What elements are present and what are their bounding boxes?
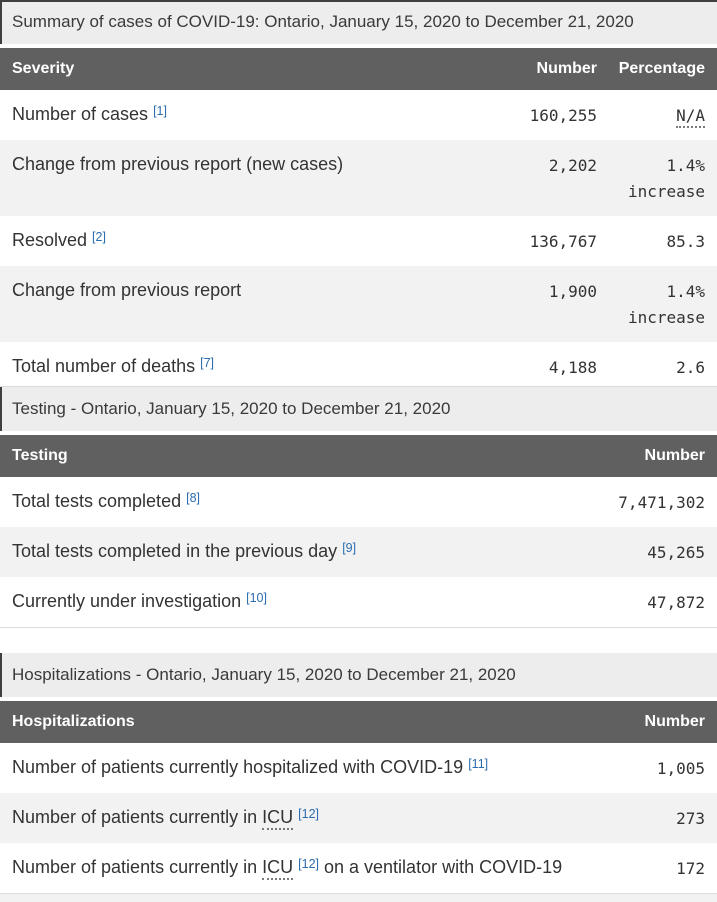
- table-row: Total tests completed in the previous da…: [0, 527, 717, 577]
- number-cell: 4,188: [548, 357, 597, 377]
- number-cell: 1,900: [548, 282, 597, 302]
- number-cell: 136,767: [529, 232, 597, 252]
- table-row: Change from previous report (new cases) 2…: [0, 140, 717, 217]
- footnote-link[interactable]: [11]: [468, 757, 489, 772]
- row-label-cell: Total tests completed in the previous da…: [0, 527, 613, 575]
- row-label-cell: Change from previous report (new cases): [0, 140, 477, 188]
- footnote-link[interactable]: [8]: [186, 491, 200, 506]
- label-text: Change from previous report (new cases): [12, 154, 344, 175]
- footnote-ref: [2]: [92, 230, 106, 244]
- row-label-cell: Number of patients currently in ICU [12]…: [0, 843, 613, 891]
- row-label-cell: Number of patients currently in ICU [12]: [0, 793, 613, 841]
- label-text: Change from previous report: [12, 280, 242, 301]
- abbreviation: N/A: [676, 106, 705, 129]
- table-caption: Summary of cases of COVID-19: Ontario, J…: [0, 0, 717, 45]
- column-header-percentage: Percentage: [618, 60, 705, 78]
- row-label-cell: Change from previous report: [0, 266, 477, 314]
- row-label-cell: Number of cases [1]: [0, 90, 477, 138]
- percentage-cell: 85.3: [597, 216, 717, 266]
- abbreviation: ICU: [262, 807, 294, 831]
- number-cell: 1,005: [656, 759, 705, 779]
- percentage-cell: 1.4% increase: [597, 140, 717, 216]
- table-hospitalizations: Hospitalizations - Ontario, January 15, …: [0, 652, 717, 894]
- label-text: Currently under investigation: [12, 590, 247, 611]
- table-row: Total number of deaths [7] 4,188 2.6: [0, 342, 717, 386]
- row-label-cell: Resolved [2]: [0, 216, 477, 264]
- number-cell: 45,265: [647, 543, 705, 563]
- column-header-severity: Severity: [12, 60, 75, 78]
- table-body: Total tests completed [8] 7,471,302 Total …: [0, 477, 717, 628]
- percentage-cell: N/A: [597, 90, 717, 140]
- row-label-cell: Total tests completed [8]: [0, 477, 613, 525]
- table-header-row: Testing Number: [0, 435, 717, 478]
- label-text: Total number of deaths: [12, 355, 201, 376]
- footnote-ref: [10]: [246, 591, 267, 605]
- footnote-link[interactable]: [1]: [153, 104, 167, 119]
- footnote-link[interactable]: [7]: [200, 355, 215, 370]
- number-cell: 7,471,302: [618, 493, 705, 513]
- label-text: Number of cases: [12, 104, 154, 125]
- footnote-link[interactable]: [2]: [92, 230, 106, 245]
- table-row: Number of patients currently hospitalize…: [0, 743, 717, 793]
- table-row: Resolved [2] 136,767 85.3: [0, 216, 717, 266]
- footnote-ref: [1]: [153, 104, 167, 118]
- number-cell: 273: [676, 809, 705, 829]
- table-header-row: Hospitalizations Number: [0, 701, 717, 744]
- label-text: Number of patients currently hospitalize…: [12, 757, 469, 778]
- footnote-link[interactable]: [12]: [298, 807, 319, 822]
- footnote-ref: [8]: [186, 491, 200, 505]
- footnote-ref: [11]: [468, 757, 488, 771]
- row-label-cell: Total number of deaths [7]: [0, 342, 477, 384]
- table-row: Total tests completed [8] 7,471,302: [0, 477, 717, 527]
- column-header-testing: Testing: [12, 447, 68, 465]
- abbreviation: ICU: [262, 857, 294, 881]
- footnote-link[interactable]: [12]: [298, 857, 319, 872]
- row-label-cell: Number of patients currently hospitalize…: [0, 743, 613, 791]
- footnote-ref: [7]: [200, 356, 214, 370]
- label-text: 85.3: [666, 232, 705, 252]
- table-testing: Testing - Ontario, January 15, 2020 to D…: [0, 386, 717, 628]
- percentage-cell: 1.4% increase: [597, 266, 717, 342]
- footnote-ref: [12]: [298, 807, 319, 821]
- row-label-cell: Currently under investigation [10]: [0, 577, 613, 625]
- table-body: Number of patients currently hospitalize…: [0, 743, 717, 894]
- footnote-link[interactable]: [10]: [246, 590, 267, 605]
- column-header-hospitalizations: Hospitalizations: [12, 713, 135, 731]
- label-text: Number of patients currently in: [12, 857, 263, 878]
- table-row: Currently under investigation [10] 47,872: [0, 577, 717, 627]
- footnote-ref: [9]: [342, 541, 356, 555]
- table-caption: Testing - Ontario, January 15, 2020 to D…: [0, 386, 717, 432]
- column-header-number: Number: [644, 713, 705, 731]
- number-cell: 172: [676, 859, 705, 879]
- number-cell: 160,255: [529, 106, 597, 126]
- table-row: Number of patients currently in ICU [12]…: [0, 843, 717, 893]
- percentage-cell: 2.6: [597, 342, 717, 386]
- table-summary-of-cases: Summary of cases of COVID-19: Ontario, J…: [0, 0, 717, 387]
- footnote-ref: [12]: [298, 857, 319, 871]
- label-text: Total tests completed: [12, 491, 187, 512]
- table-row: Number of cases [1] 160,255 N/A: [0, 90, 717, 140]
- table-row: Change from previous report 1,900 1.4% inc…: [0, 266, 717, 342]
- table-body: Number of cases [1] 160,255 N/A Change from…: [0, 90, 717, 387]
- partial-cutoff-row: [0, 893, 717, 902]
- table-caption: Hospitalizations - Ontario, January 15, …: [0, 652, 717, 698]
- label-text: Number of patients currently in: [12, 807, 263, 828]
- label-text: 2.6: [676, 357, 705, 377]
- label-text: Resolved: [12, 230, 93, 251]
- table-header-row: Severity Number Percentage: [0, 48, 717, 91]
- label-text: on a ventilator with COVID-19: [319, 857, 563, 878]
- number-cell: 47,872: [647, 592, 705, 612]
- label-text: Total tests completed in the previous da…: [12, 541, 343, 562]
- table-row: Number of patients currently in ICU [12]…: [0, 793, 717, 844]
- number-cell: 2,202: [548, 156, 597, 176]
- label-text: 1.4% increase: [627, 282, 705, 327]
- column-header-number: Number: [536, 60, 597, 78]
- footnote-link[interactable]: [9]: [342, 541, 357, 556]
- label-text: 1.4% increase: [627, 156, 705, 202]
- column-header-number: Number: [644, 447, 705, 465]
